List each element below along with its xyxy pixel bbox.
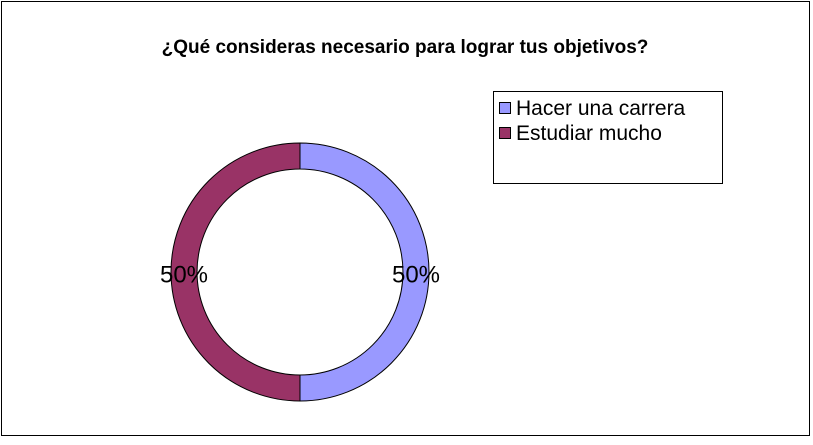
legend-item: Hacer una carrera bbox=[499, 97, 711, 120]
legend-swatch bbox=[499, 102, 511, 114]
legend: Hacer una carrera Estudiar mucho bbox=[493, 91, 723, 184]
donut-segment bbox=[170, 142, 301, 402]
data-label: 50% bbox=[392, 261, 440, 288]
legend-swatch bbox=[499, 127, 511, 139]
legend-label: Estudiar mucho bbox=[516, 122, 662, 145]
chart-title: ¿Qué consideras necesario para lograr tu… bbox=[161, 37, 649, 58]
legend-label: Hacer una carrera bbox=[516, 97, 686, 120]
chart-frame bbox=[1, 1, 810, 436]
legend-item: Estudiar mucho bbox=[499, 122, 711, 145]
data-label: 50% bbox=[160, 261, 208, 288]
